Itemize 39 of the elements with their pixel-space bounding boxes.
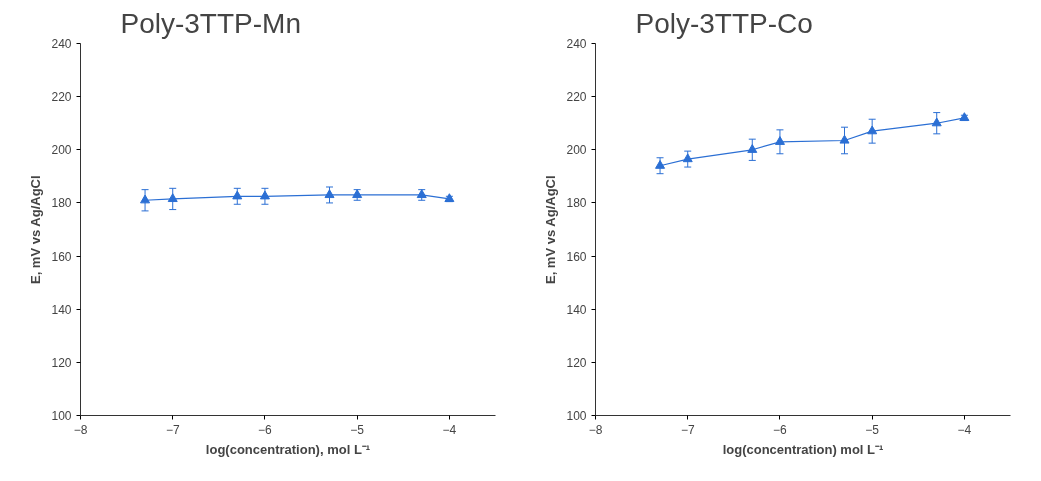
y-tick-label: 100 bbox=[51, 409, 72, 423]
point bbox=[867, 125, 878, 135]
y-tick-label: 220 bbox=[566, 90, 587, 105]
y-tick-label: 240 bbox=[566, 37, 587, 51]
y-axis-title: E, mV vs Ag/AgCl bbox=[28, 175, 44, 285]
y-tick-label: 240 bbox=[51, 37, 72, 51]
point bbox=[682, 153, 693, 163]
x-tick-label: −7 bbox=[165, 422, 180, 437]
point bbox=[774, 136, 785, 145]
point bbox=[839, 134, 850, 144]
y-tick-label: 220 bbox=[51, 90, 72, 105]
x-tick-label: −7 bbox=[680, 422, 695, 437]
y-tick-label: 180 bbox=[51, 196, 72, 211]
y-tick-label: 200 bbox=[51, 143, 72, 158]
y-tick-label: 140 bbox=[566, 302, 587, 317]
y-tick-label: 120 bbox=[566, 355, 587, 370]
x-tick-label: −6 bbox=[773, 422, 788, 437]
y-tick-label: 180 bbox=[566, 196, 587, 211]
x-tick-label: −5 bbox=[865, 422, 880, 437]
x-tick-label: −5 bbox=[350, 422, 365, 437]
point bbox=[931, 117, 942, 127]
x-tick-label: −4 bbox=[442, 422, 457, 437]
chart-title: Poly-3TTP-Mn bbox=[120, 7, 301, 39]
y-tick-label: 160 bbox=[566, 249, 587, 264]
x-tick-label: −4 bbox=[957, 422, 972, 437]
y-tick-label: 200 bbox=[566, 143, 587, 158]
point bbox=[747, 144, 758, 153]
x-tick-label: −6 bbox=[258, 422, 273, 437]
y-tick-label: 100 bbox=[566, 409, 587, 423]
chart-title: Poly-3TTP-Co bbox=[635, 7, 813, 39]
x-axis-title: log(concentration), mol L⁻¹ bbox=[205, 441, 371, 457]
x-tick-label: −8 bbox=[73, 422, 88, 437]
x-tick-label: −8 bbox=[588, 422, 603, 437]
y-tick-label: 140 bbox=[51, 302, 72, 317]
y-tick-label: 120 bbox=[51, 355, 72, 370]
point bbox=[655, 160, 666, 169]
y-tick-label: 160 bbox=[51, 249, 72, 264]
x-axis-title: log(concentration) mol L⁻¹ bbox=[722, 441, 884, 457]
y-axis-title: E, mV vs Ag/AgCl bbox=[543, 175, 559, 285]
